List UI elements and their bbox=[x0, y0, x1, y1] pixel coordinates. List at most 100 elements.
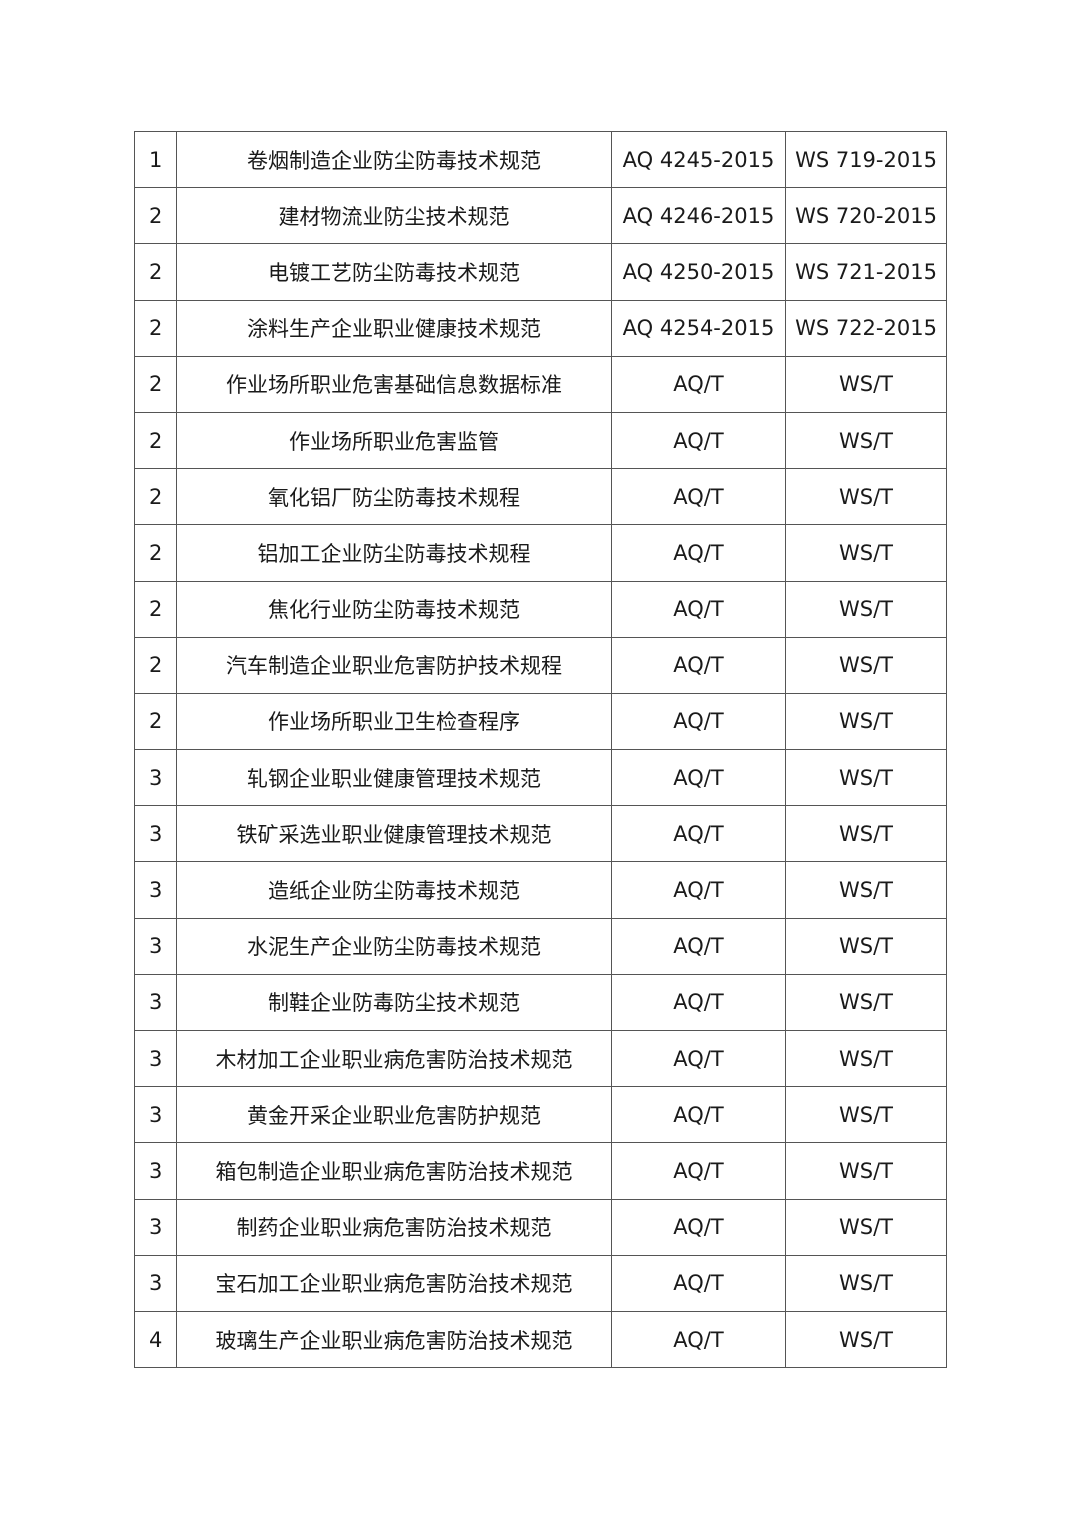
standard-name-cell: 制药企业职业病危害防治技术规范 bbox=[176, 1198, 612, 1256]
standards-table-body: 1 卷烟制造企业防尘防毒技术规范 AQ 4245-2015 WS 719-2015 2 建… bbox=[134, 130, 947, 1369]
ws-code-cell: WS/T bbox=[785, 1198, 947, 1256]
standard-name-cell: 作业场所职业卫生检查程序 bbox=[176, 692, 612, 751]
standard-name-cell: 作业场所职业危害基础信息数据标准 bbox=[176, 355, 612, 413]
standard-name-cell: 汽车制造企业职业危害防护技术规程 bbox=[176, 636, 612, 694]
table-row: 3 水泥生产企业防尘防毒技术规范 AQ/T WS/T bbox=[134, 917, 947, 975]
standard-name-cell: 宝石加工企业职业病危害防治技术规范 bbox=[176, 1254, 612, 1312]
table-row: 1 卷烟制造企业防尘防毒技术规范 AQ 4245-2015 WS 719-2015 bbox=[134, 130, 947, 189]
aq-code-cell: AQ/T bbox=[611, 524, 786, 582]
ws-code-cell: WS/T bbox=[785, 973, 947, 1032]
level-cell: 2 bbox=[134, 355, 177, 413]
ws-code-cell: WS 720-2015 bbox=[785, 187, 947, 245]
aq-code-cell: AQ/T bbox=[611, 805, 786, 863]
ws-code-cell: WS/T bbox=[785, 468, 947, 526]
standard-name-cell: 箱包制造企业职业病危害防治技术规范 bbox=[176, 1142, 612, 1200]
level-cell: 2 bbox=[134, 243, 177, 301]
standard-name-cell: 木材加工企业职业病危害防治技术规范 bbox=[176, 1029, 612, 1088]
level-cell: 3 bbox=[134, 861, 177, 919]
aq-code-cell: AQ/T bbox=[611, 1310, 786, 1369]
ws-code-cell: WS/T bbox=[785, 749, 947, 807]
aq-code-cell: AQ/T bbox=[611, 355, 786, 413]
aq-code-cell: AQ/T bbox=[611, 973, 786, 1032]
aq-code-cell: AQ/T bbox=[611, 749, 786, 807]
table-row: 3 宝石加工企业职业病危害防治技术规范 AQ/T WS/T bbox=[134, 1254, 947, 1312]
standard-name-cell: 轧钢企业职业健康管理技术规范 bbox=[176, 749, 612, 807]
standard-name-cell: 氧化铝厂防尘防毒技术规程 bbox=[176, 468, 612, 526]
level-cell: 2 bbox=[134, 524, 177, 582]
level-cell: 3 bbox=[134, 1029, 177, 1088]
level-cell: 2 bbox=[134, 580, 177, 638]
table-row: 3 制鞋企业防毒防尘技术规范 AQ/T WS/T bbox=[134, 973, 947, 1032]
standard-name-cell: 建材物流业防尘技术规范 bbox=[176, 187, 612, 245]
level-cell: 1 bbox=[134, 130, 177, 189]
ws-code-cell: WS/T bbox=[785, 861, 947, 919]
aq-code-cell: AQ 4250-2015 bbox=[611, 243, 786, 301]
table-row: 2 作业场所职业危害基础信息数据标准 AQ/T WS/T bbox=[134, 355, 947, 413]
table-row: 3 制药企业职业病危害防治技术规范 AQ/T WS/T bbox=[134, 1198, 947, 1256]
ws-code-cell: WS/T bbox=[785, 355, 947, 413]
standard-name-cell: 作业场所职业危害监管 bbox=[176, 411, 612, 470]
ws-code-cell: WS 721-2015 bbox=[785, 243, 947, 301]
ws-code-cell: WS/T bbox=[785, 1254, 947, 1312]
standard-name-cell: 制鞋企业防毒防尘技术规范 bbox=[176, 973, 612, 1032]
table-row: 2 氧化铝厂防尘防毒技术规程 AQ/T WS/T bbox=[134, 468, 947, 526]
level-cell: 2 bbox=[134, 692, 177, 751]
ws-code-cell: WS/T bbox=[785, 1142, 947, 1200]
standard-name-cell: 电镀工艺防尘防毒技术规范 bbox=[176, 243, 612, 301]
table-row: 2 电镀工艺防尘防毒技术规范 AQ 4250-2015 WS 721-2015 bbox=[134, 243, 947, 301]
ws-code-cell: WS/T bbox=[785, 1029, 947, 1088]
aq-code-cell: AQ/T bbox=[611, 580, 786, 638]
standard-name-cell: 铝加工企业防尘防毒技术规程 bbox=[176, 524, 612, 582]
ws-code-cell: WS/T bbox=[785, 580, 947, 638]
table-row: 3 铁矿采选业职业健康管理技术规范 AQ/T WS/T bbox=[134, 805, 947, 863]
standard-name-cell: 玻璃生产企业职业病危害防治技术规范 bbox=[176, 1310, 612, 1369]
ws-code-cell: WS/T bbox=[785, 1310, 947, 1369]
level-cell: 3 bbox=[134, 1254, 177, 1312]
level-cell: 2 bbox=[134, 187, 177, 245]
aq-code-cell: AQ/T bbox=[611, 692, 786, 751]
table-row: 2 焦化行业防尘防毒技术规范 AQ/T WS/T bbox=[134, 580, 947, 638]
aq-code-cell: AQ/T bbox=[611, 917, 786, 975]
table-row: 3 木材加工企业职业病危害防治技术规范 AQ/T WS/T bbox=[134, 1029, 947, 1088]
aq-code-cell: AQ 4245-2015 bbox=[611, 130, 786, 189]
level-cell: 3 bbox=[134, 805, 177, 863]
table-row: 2 作业场所职业卫生检查程序 AQ/T WS/T bbox=[134, 692, 947, 751]
level-cell: 2 bbox=[134, 299, 177, 357]
table-row: 2 建材物流业防尘技术规范 AQ 4246-2015 WS 720-2015 bbox=[134, 187, 947, 245]
level-cell: 3 bbox=[134, 917, 177, 975]
level-cell: 3 bbox=[134, 1198, 177, 1256]
ws-code-cell: WS 719-2015 bbox=[785, 130, 947, 189]
table-row: 2 作业场所职业危害监管 AQ/T WS/T bbox=[134, 411, 947, 470]
aq-code-cell: AQ/T bbox=[611, 1086, 786, 1144]
aq-code-cell: AQ 4246-2015 bbox=[611, 187, 786, 245]
table-row: 3 黄金开采企业职业危害防护规范 AQ/T WS/T bbox=[134, 1086, 947, 1144]
ws-code-cell: WS/T bbox=[785, 411, 947, 470]
standard-name-cell: 铁矿采选业职业健康管理技术规范 bbox=[176, 805, 612, 863]
aq-code-cell: AQ/T bbox=[611, 1198, 786, 1256]
standard-name-cell: 黄金开采企业职业危害防护规范 bbox=[176, 1086, 612, 1144]
aq-code-cell: AQ/T bbox=[611, 468, 786, 526]
aq-code-cell: AQ/T bbox=[611, 1142, 786, 1200]
table-row: 3 造纸企业防尘防毒技术规范 AQ/T WS/T bbox=[134, 861, 947, 919]
ws-code-cell: WS/T bbox=[785, 917, 947, 975]
standard-name-cell: 卷烟制造企业防尘防毒技术规范 bbox=[176, 130, 612, 189]
aq-code-cell: AQ/T bbox=[611, 861, 786, 919]
aq-code-cell: AQ/T bbox=[611, 1254, 786, 1312]
table-row: 4 玻璃生产企业职业病危害防治技术规范 AQ/T WS/T bbox=[134, 1310, 947, 1369]
ws-code-cell: WS/T bbox=[785, 692, 947, 751]
table-row: 2 涂料生产企业职业健康技术规范 AQ 4254-2015 WS 722-2015 bbox=[134, 299, 947, 357]
level-cell: 2 bbox=[134, 636, 177, 694]
level-cell: 3 bbox=[134, 973, 177, 1032]
standard-name-cell: 涂料生产企业职业健康技术规范 bbox=[176, 299, 612, 357]
table-row: 2 铝加工企业防尘防毒技术规程 AQ/T WS/T bbox=[134, 524, 947, 582]
table-row: 3 箱包制造企业职业病危害防治技术规范 AQ/T WS/T bbox=[134, 1142, 947, 1200]
ws-code-cell: WS/T bbox=[785, 524, 947, 582]
level-cell: 2 bbox=[134, 468, 177, 526]
ws-code-cell: WS 722-2015 bbox=[785, 299, 947, 357]
standard-name-cell: 造纸企业防尘防毒技术规范 bbox=[176, 861, 612, 919]
ws-code-cell: WS/T bbox=[785, 805, 947, 863]
ws-code-cell: WS/T bbox=[785, 1086, 947, 1144]
aq-code-cell: AQ/T bbox=[611, 636, 786, 694]
level-cell: 4 bbox=[134, 1310, 177, 1369]
table-row: 2 汽车制造企业职业危害防护技术规程 AQ/T WS/T bbox=[134, 636, 947, 694]
